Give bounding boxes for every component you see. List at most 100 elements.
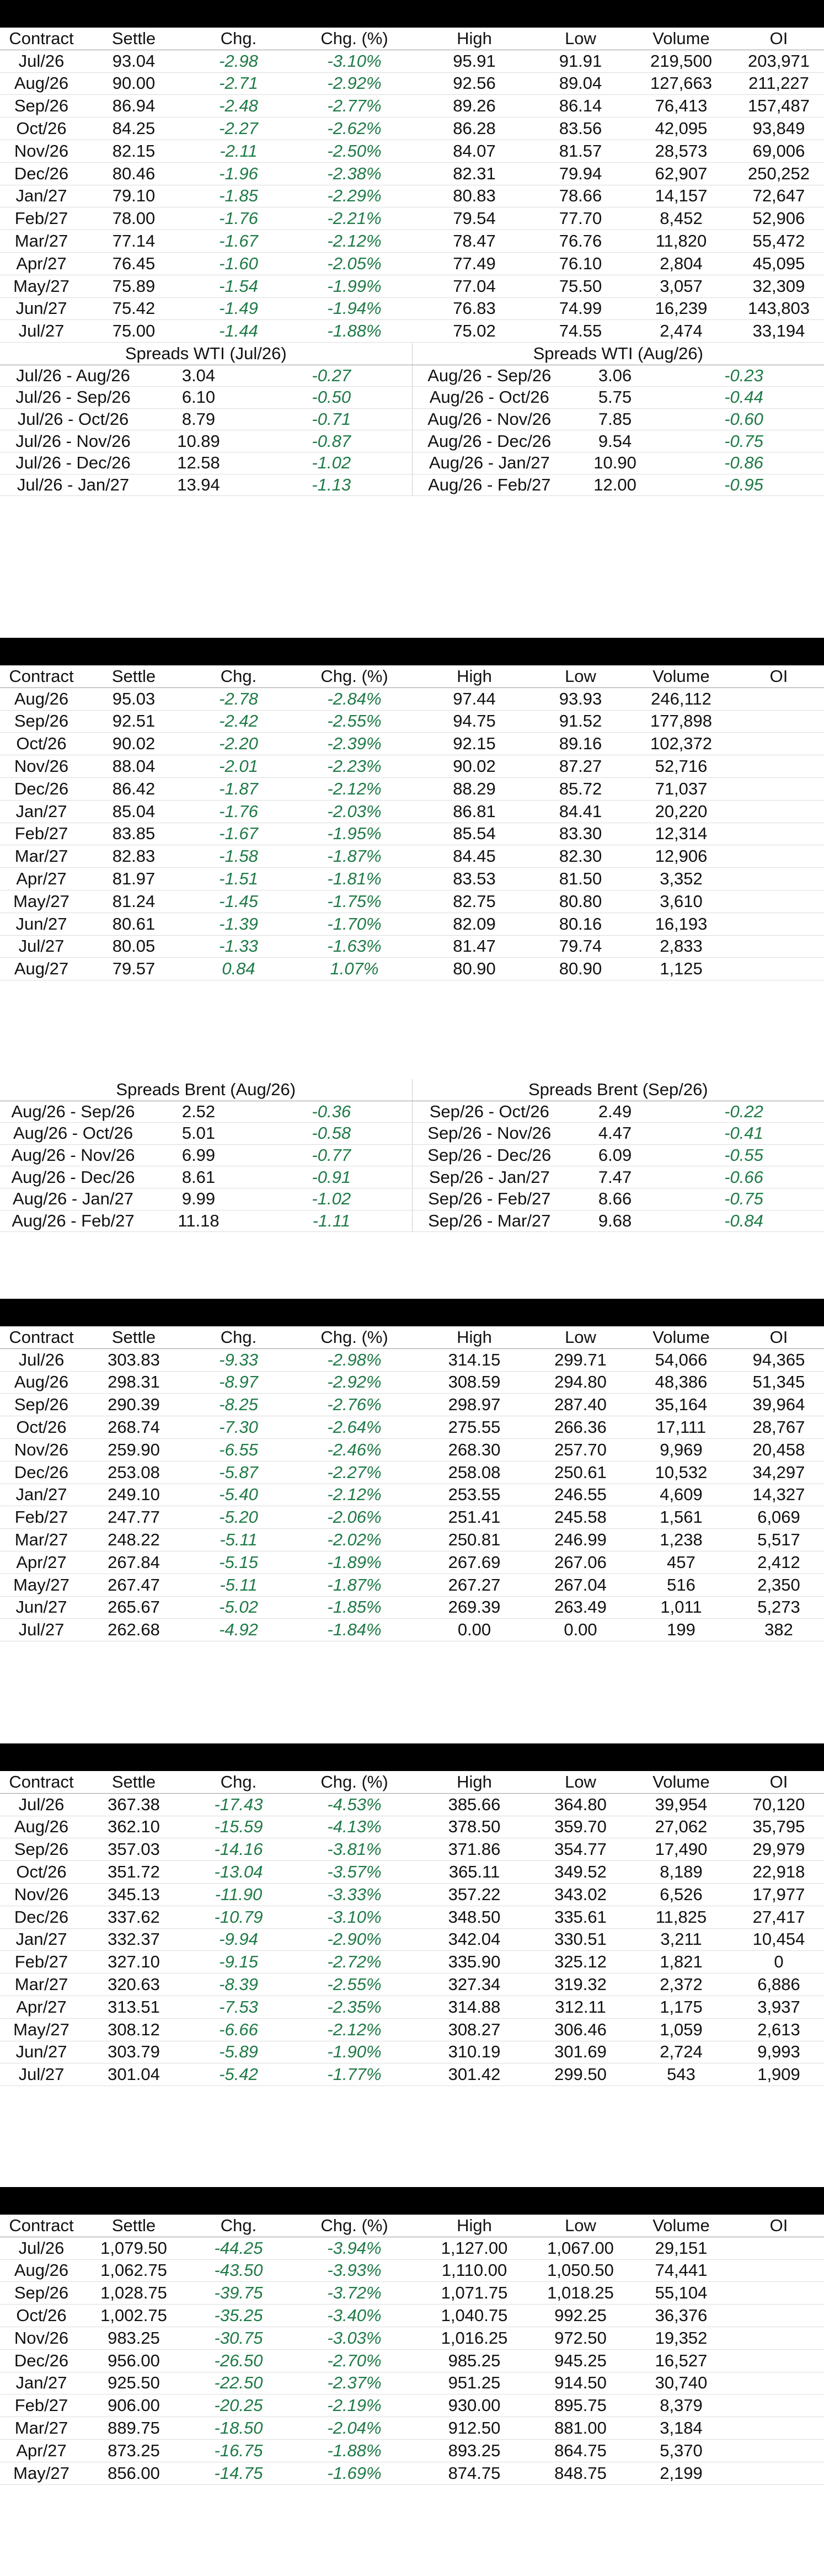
table-cell: 1,040.75 [416,2304,532,2327]
spread-row: Jul/26 - Dec/26 12.58 -1.02 Aug/26 - Jan/27… [0,452,824,474]
table-row: Sep/26 86.94 -2.48 -2.77% 89.26 86.14 76,413 15… [0,94,824,118]
table-cell: 88.04 [83,755,185,778]
table-cell: 92.15 [416,732,532,756]
spread-cell: 8.61 [146,1166,251,1188]
table-cell: 251.41 [416,1506,532,1529]
table-row: Oct/26 268.74 -7.30 -2.64% 275.55 266.36 17,11… [0,1416,824,1439]
table-cell: Jul/26 [0,1348,83,1372]
table-cell: 925.50 [83,2372,185,2395]
table-cell: -44.25 [185,2237,292,2260]
table-row: May/27 267.47 -5.11 -1.87% 267.27 267.04 516 2,… [0,1574,824,1597]
table-cell: 70,120 [734,1793,824,1816]
spread-cell: Jul/26 - Oct/26 [0,408,146,431]
spread-cell: 8.66 [566,1188,664,1210]
table-cell: 89.26 [416,94,532,118]
table-cell: 310.19 [416,2041,532,2064]
spread-row: Aug/26 - Jan/27 9.99 -1.02 Sep/26 - Feb/27 8… [0,1188,824,1210]
spread-cell: 8.79 [146,408,251,431]
table-cell: 269.39 [416,1596,532,1619]
table-cell: 81.97 [83,867,185,890]
column-header: OI [734,1771,824,1794]
spread-cell: Sep/26 - Mar/27 [412,1210,567,1233]
table-cell: -43.50 [185,2259,292,2282]
table-cell: 362.10 [83,1816,185,1839]
table-cell: 81.57 [532,140,629,163]
column-header: Low [532,665,629,688]
table-cell: -1.88% [292,2439,416,2462]
table-cell [734,2327,824,2350]
table-row: Aug/27 79.57 0.84 1.07% 80.90 80.90 1,125 [0,957,824,981]
table-cell: -1.54 [185,275,292,298]
table-cell: -1.49 [185,297,292,321]
table-row: Jan/27 925.50 -22.50 -2.37% 951.25 914.50 30,7… [0,2372,824,2395]
table-cell: 8,452 [629,207,734,231]
section-header-bar [0,1299,824,1326]
table-cell: 97.44 [416,687,532,711]
spread-cell: -1.13 [251,474,413,497]
table-cell: Dec/26 [0,2349,83,2372]
spread-cell: Aug/26 - Dec/26 [0,1166,146,1188]
table-cell: 0.84 [185,957,292,981]
spread-cell: 3.06 [566,365,664,387]
table-cell: 848.75 [532,2462,629,2485]
table-cell: 258.08 [416,1461,532,1484]
table-cell: 94.75 [416,710,532,733]
table-cell: 69,006 [734,140,824,163]
table-row: Sep/26 357.03 -14.16 -3.81% 371.86 354.77 17,4… [0,1838,824,1862]
spread-cell: 10.90 [566,452,664,474]
table-cell [734,2281,824,2305]
table-cell: 88.29 [416,777,532,801]
table-cell: -2.39% [292,732,416,756]
column-header: Chg. (%) [292,665,416,688]
table-cell: 246.55 [532,1484,629,1507]
table-cell: -17.43 [185,1793,292,1816]
table-cell: 94,365 [734,1348,824,1372]
table-cell: 90.00 [83,72,185,95]
table-cell: 1,079.50 [83,2237,185,2260]
table-cell: -2.84% [292,687,416,711]
futures-table-3: Contract Settle Chg. Chg. (%) High Low Volume O… [0,1326,824,1642]
table-cell [734,2439,824,2462]
table-cell: 267.69 [416,1551,532,1574]
section-header-bar [0,2187,824,2215]
table-cell: 79.10 [83,185,185,208]
table-cell: 28,573 [629,140,734,163]
table-cell: -3.94% [292,2237,416,2260]
table-cell [734,2417,824,2440]
table-cell: Feb/27 [0,1950,83,1974]
table-cell: 320.63 [83,1973,185,1996]
table-cell: 2,199 [629,2462,734,2485]
table-cell: 17,490 [629,1838,734,1862]
table-cell [734,755,824,778]
table-cell: -3.33% [292,1883,416,1906]
table-cell: -2.23% [292,755,416,778]
table-cell: -2.27 [185,117,292,140]
table-cell [734,710,824,733]
table-cell: 3,057 [629,275,734,298]
table-cell: -4.13% [292,1816,416,1839]
table-cell: -5.89 [185,2041,292,2064]
table-cell: 82.75 [416,890,532,913]
table-cell: 930.00 [416,2394,532,2418]
table-row: Jul/26 303.83 -9.33 -2.98% 314.15 299.71 54,06… [0,1348,824,1372]
table-cell: 856.00 [83,2462,185,2485]
brent-spreads-table: Spreads Brent (Aug/26) Spreads Brent (Sep… [0,1079,824,1233]
spread-cell: Aug/26 - Nov/26 [0,1144,146,1167]
table-cell: 79.54 [416,207,532,231]
table-cell: 299.50 [532,2063,629,2087]
spread-cell: Aug/26 - Nov/26 [412,408,567,431]
table-cell: 75.50 [532,275,629,298]
table-cell [734,2394,824,2418]
column-header: Chg. (%) [292,1326,416,1349]
table-cell: 81.50 [532,867,629,890]
table-cell: 79.57 [83,957,185,981]
table-cell: Sep/26 [0,2281,83,2305]
table-cell: 54,066 [629,1348,734,1372]
table-cell: 75.00 [83,319,185,343]
spread-cell: -0.66 [664,1166,824,1188]
table-cell: 265.67 [83,1596,185,1619]
table-cell: 51,345 [734,1371,824,1394]
spread-cell: 6.99 [146,1144,251,1167]
table-row: Jun/27 80.61 -1.39 -1.70% 82.09 80.16 16,193 [0,913,824,936]
table-cell: -1.45 [185,890,292,913]
